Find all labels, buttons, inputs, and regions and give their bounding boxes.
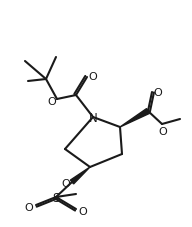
Text: O: O bbox=[62, 178, 70, 188]
Text: O: O bbox=[79, 206, 87, 216]
Text: O: O bbox=[25, 202, 33, 212]
Text: O: O bbox=[154, 88, 162, 98]
Text: N: N bbox=[89, 112, 97, 125]
Text: O: O bbox=[89, 72, 97, 82]
Text: O: O bbox=[48, 96, 56, 106]
Polygon shape bbox=[70, 167, 90, 184]
Polygon shape bbox=[120, 109, 149, 127]
Text: S: S bbox=[52, 192, 60, 205]
Text: O: O bbox=[159, 126, 167, 136]
